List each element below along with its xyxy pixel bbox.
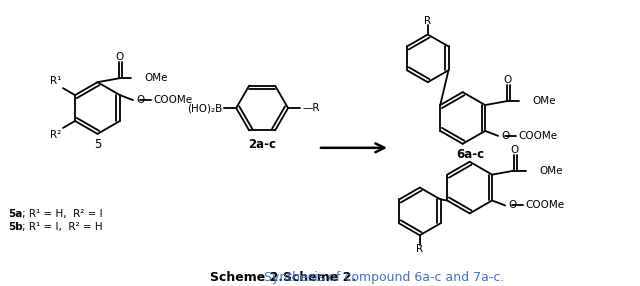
Text: ; R¹ = I,  R² = H: ; R¹ = I, R² = H [22, 222, 102, 232]
Text: R: R [424, 15, 431, 25]
Text: O: O [510, 145, 518, 155]
Text: 2a-c: 2a-c [248, 138, 276, 151]
Text: OMe: OMe [532, 96, 556, 106]
Text: O: O [508, 200, 516, 210]
Text: OMe: OMe [539, 166, 563, 176]
Text: —R: —R [302, 103, 319, 113]
Text: COOMe: COOMe [153, 95, 192, 105]
Text: O: O [115, 52, 124, 62]
Text: 6a-c: 6a-c [456, 148, 484, 161]
Text: COOMe: COOMe [525, 200, 564, 210]
Text: R¹: R¹ [50, 76, 61, 86]
Text: O: O [136, 95, 144, 105]
Text: COOMe: COOMe [518, 131, 557, 141]
Text: Synthesis of compound 6a-c and 7a-c.: Synthesis of compound 6a-c and 7a-c. [260, 271, 504, 283]
Text: R²: R² [50, 130, 61, 140]
Text: R: R [416, 244, 423, 254]
Text: ; R¹ = H,  R² = I: ; R¹ = H, R² = I [22, 209, 102, 219]
Text: (HO)₂B: (HO)₂B [187, 103, 222, 113]
Text: O: O [503, 75, 511, 85]
Text: OMe: OMe [145, 73, 168, 83]
Text: O: O [501, 131, 509, 141]
Text: 5a: 5a [9, 209, 23, 219]
Text: 5: 5 [94, 138, 101, 151]
Text: 5b: 5b [9, 222, 24, 232]
Text: Scheme 2.: Scheme 2. [210, 271, 284, 283]
Text: Scheme 2.: Scheme 2. [284, 271, 356, 283]
